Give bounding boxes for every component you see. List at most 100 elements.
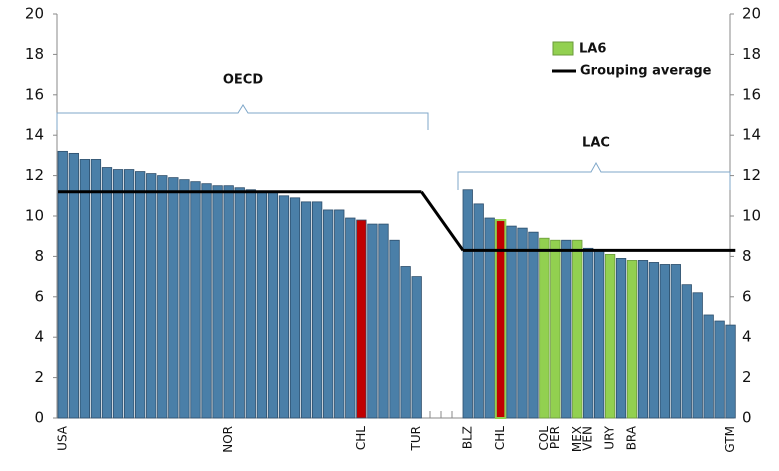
y-tick-label: 6 [34, 287, 44, 305]
y2-tick-label: 20 [742, 5, 761, 23]
y-tick-label: 16 [25, 85, 44, 103]
y2-tick-label: 12 [742, 166, 761, 184]
x-tick-label: CHL [354, 426, 368, 450]
x-tick-label: TUR [409, 426, 423, 451]
y2-tick-label: 14 [742, 126, 761, 144]
y-tick-label: 14 [25, 126, 44, 144]
bar [179, 179, 190, 419]
bar [411, 276, 422, 419]
lac-bracket [457, 161, 731, 190]
bar [594, 249, 605, 419]
bar [157, 175, 168, 419]
bar [539, 237, 550, 419]
x-tick-label: CHL [493, 426, 507, 450]
bar [57, 150, 68, 419]
x-tick-label: BLZ [460, 426, 474, 449]
y2-tick-label: 8 [742, 247, 752, 265]
bar [637, 260, 649, 419]
x-tick-label: NOR [221, 426, 235, 453]
bar [389, 239, 400, 419]
bar [345, 217, 356, 419]
bar [367, 223, 378, 419]
y-tick-label: 0 [34, 409, 44, 427]
bar [378, 223, 389, 419]
bar [517, 227, 528, 419]
bar [484, 217, 495, 419]
bar [725, 324, 736, 419]
x-tick-label: BRA [625, 425, 639, 450]
bar [561, 239, 572, 419]
y2-tick-label: 2 [742, 368, 752, 386]
group-label: LAC [582, 136, 610, 151]
y-tick-label: 10 [25, 207, 44, 225]
y-tick-label: 4 [34, 328, 44, 346]
bar [506, 225, 517, 419]
bar [223, 185, 234, 419]
bar [135, 171, 146, 419]
bar [356, 219, 367, 419]
x-tick-label: USA [55, 425, 69, 451]
bar [101, 167, 113, 419]
legend-label: LA6 [579, 42, 606, 57]
bar [323, 209, 334, 419]
bar [245, 189, 256, 419]
bar [550, 239, 561, 419]
bar [300, 201, 312, 419]
y2-tick-label: 10 [742, 207, 761, 225]
y-tick-label: 12 [25, 166, 44, 184]
bar [146, 173, 157, 419]
y2-tick-label: 16 [742, 85, 761, 103]
bar [278, 195, 290, 419]
bar [168, 177, 179, 419]
bar [79, 159, 91, 419]
bar [400, 266, 411, 419]
bar [334, 209, 345, 419]
y2-tick-label: 4 [742, 328, 752, 346]
legend-swatch [552, 41, 574, 56]
gap-dashes [429, 411, 453, 418]
bar [659, 264, 670, 419]
bar [626, 260, 638, 419]
bar [311, 201, 323, 419]
y2-tick-label: 18 [742, 45, 761, 63]
x-tick-label: VEN [581, 426, 595, 451]
bar [201, 183, 212, 419]
y-tick-label: 2 [34, 368, 44, 386]
x-tick-label: PER [548, 426, 562, 449]
legend-label: Grouping average [580, 64, 712, 79]
group-label: OECD [223, 73, 263, 88]
y-tick-label: 18 [25, 45, 44, 63]
y2-tick-label: 6 [742, 287, 752, 305]
bar [494, 219, 507, 419]
bar [681, 284, 692, 419]
bar [648, 262, 660, 419]
bar [714, 320, 725, 419]
bar [572, 239, 583, 419]
x-tick-label: COL [537, 426, 551, 451]
bar [90, 159, 102, 419]
bar [212, 185, 223, 419]
bar [112, 169, 124, 419]
bar [256, 191, 267, 419]
bar [670, 264, 681, 419]
bar [473, 203, 484, 419]
y-tick-label: 8 [34, 247, 44, 265]
x-tick-label: GTM [723, 426, 737, 453]
bar [615, 258, 627, 419]
oecd-bracket [56, 104, 429, 130]
x-tick-label: MEX [570, 426, 584, 452]
y2-tick-label: 0 [742, 409, 752, 427]
bar [583, 247, 594, 419]
bar [462, 189, 473, 419]
average-connector [420, 190, 465, 252]
bar [604, 253, 616, 419]
y-tick-label: 20 [25, 5, 44, 23]
bar [234, 187, 245, 419]
bar [289, 197, 301, 419]
bar [123, 169, 135, 419]
bar [267, 191, 279, 419]
bar [68, 152, 79, 419]
bar [528, 231, 539, 419]
x-tick-label: URY [603, 425, 617, 449]
